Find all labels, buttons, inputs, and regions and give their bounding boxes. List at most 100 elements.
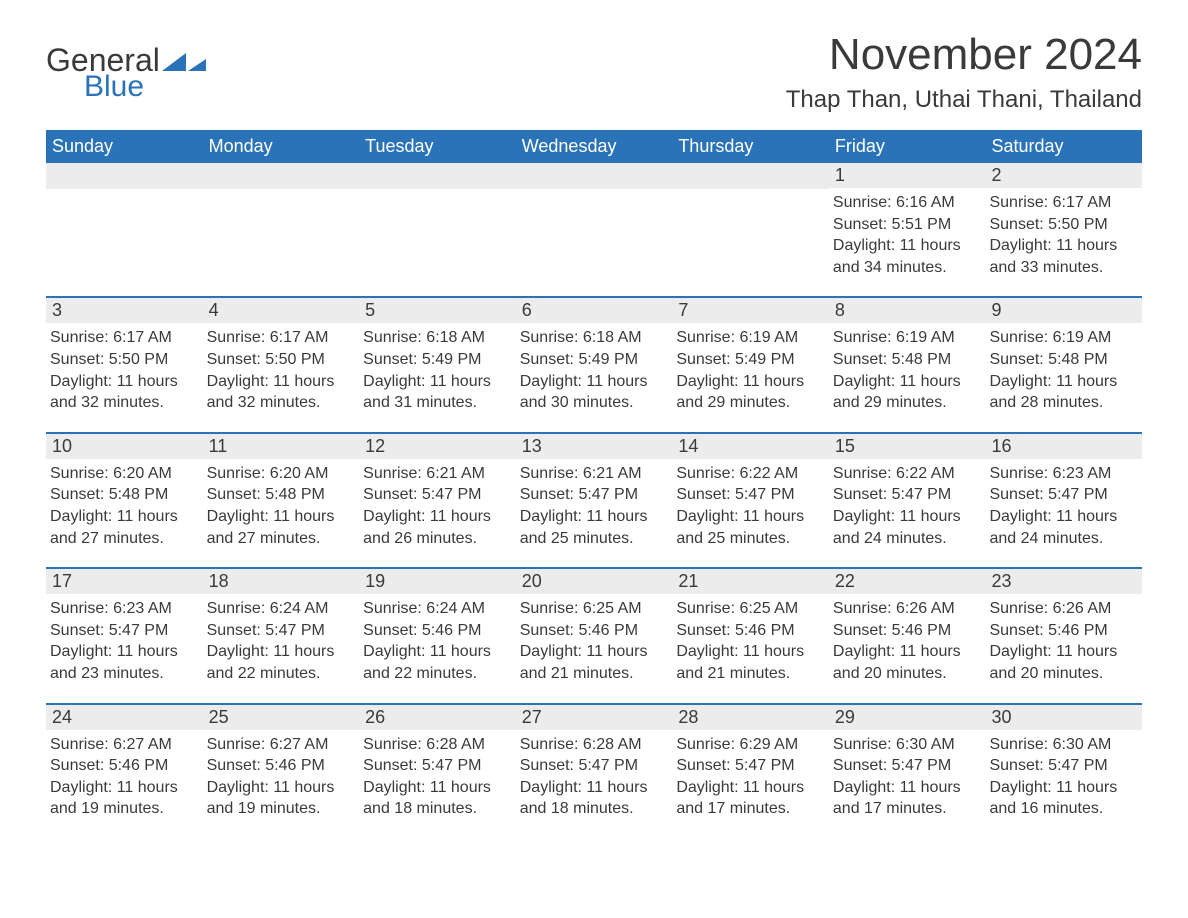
day-number: 13 <box>516 434 673 459</box>
sunset-line: Sunset: 5:46 PM <box>989 620 1138 642</box>
header: General Blue November 2024 Thap Than, Ut… <box>46 30 1142 126</box>
week-row: 17Sunrise: 6:23 AMSunset: 5:47 PMDayligh… <box>46 567 1142 688</box>
day-details: Sunrise: 6:24 AMSunset: 5:47 PMDaylight:… <box>203 594 360 688</box>
sunset-line: Sunset: 5:47 PM <box>363 484 512 506</box>
day-details: Sunrise: 6:23 AMSunset: 5:47 PMDaylight:… <box>46 594 203 688</box>
daylight-line: Daylight: 11 hours and 17 minutes. <box>676 777 825 820</box>
daylight-line: Daylight: 11 hours and 20 minutes. <box>833 641 982 684</box>
day-cell: 4Sunrise: 6:17 AMSunset: 5:50 PMDaylight… <box>203 298 360 417</box>
sunrise-line: Sunrise: 6:27 AM <box>207 734 356 756</box>
day-number: 8 <box>829 298 986 323</box>
daylight-line: Daylight: 11 hours and 18 minutes. <box>520 777 669 820</box>
day-details: Sunrise: 6:19 AMSunset: 5:49 PMDaylight:… <box>672 323 829 417</box>
day-details: Sunrise: 6:20 AMSunset: 5:48 PMDaylight:… <box>46 459 203 553</box>
day-number <box>359 163 516 189</box>
daylight-line: Daylight: 11 hours and 19 minutes. <box>207 777 356 820</box>
day-number: 28 <box>672 705 829 730</box>
sunrise-line: Sunrise: 6:27 AM <box>50 734 199 756</box>
weekday-header-cell: Friday <box>829 130 986 163</box>
daylight-line: Daylight: 11 hours and 25 minutes. <box>520 506 669 549</box>
sunset-line: Sunset: 5:47 PM <box>833 755 982 777</box>
sunrise-line: Sunrise: 6:26 AM <box>989 598 1138 620</box>
sunrise-line: Sunrise: 6:18 AM <box>520 327 669 349</box>
daylight-line: Daylight: 11 hours and 33 minutes. <box>989 235 1138 278</box>
day-number: 4 <box>203 298 360 323</box>
daylight-line: Daylight: 11 hours and 27 minutes. <box>207 506 356 549</box>
daylight-line: Daylight: 11 hours and 24 minutes. <box>833 506 982 549</box>
sunrise-line: Sunrise: 6:18 AM <box>363 327 512 349</box>
day-cell: 14Sunrise: 6:22 AMSunset: 5:47 PMDayligh… <box>672 434 829 553</box>
sunset-line: Sunset: 5:47 PM <box>207 620 356 642</box>
day-cell: 19Sunrise: 6:24 AMSunset: 5:46 PMDayligh… <box>359 569 516 688</box>
sunrise-line: Sunrise: 6:25 AM <box>676 598 825 620</box>
day-cell: 25Sunrise: 6:27 AMSunset: 5:46 PMDayligh… <box>203 705 360 824</box>
calendar: SundayMondayTuesdayWednesdayThursdayFrid… <box>46 130 1142 824</box>
day-details: Sunrise: 6:25 AMSunset: 5:46 PMDaylight:… <box>516 594 673 688</box>
day-cell: 30Sunrise: 6:30 AMSunset: 5:47 PMDayligh… <box>985 705 1142 824</box>
sunset-line: Sunset: 5:49 PM <box>520 349 669 371</box>
day-number: 27 <box>516 705 673 730</box>
day-details: Sunrise: 6:30 AMSunset: 5:47 PMDaylight:… <box>829 730 986 824</box>
sunrise-line: Sunrise: 6:24 AM <box>363 598 512 620</box>
day-number: 26 <box>359 705 516 730</box>
day-cell: 23Sunrise: 6:26 AMSunset: 5:46 PMDayligh… <box>985 569 1142 688</box>
day-details: Sunrise: 6:27 AMSunset: 5:46 PMDaylight:… <box>46 730 203 824</box>
day-number: 30 <box>985 705 1142 730</box>
weekday-header-cell: Saturday <box>985 130 1142 163</box>
day-cell: 1Sunrise: 6:16 AMSunset: 5:51 PMDaylight… <box>829 163 986 282</box>
sunrise-line: Sunrise: 6:21 AM <box>520 463 669 485</box>
day-cell: 28Sunrise: 6:29 AMSunset: 5:47 PMDayligh… <box>672 705 829 824</box>
day-cell: 7Sunrise: 6:19 AMSunset: 5:49 PMDaylight… <box>672 298 829 417</box>
sunrise-line: Sunrise: 6:19 AM <box>833 327 982 349</box>
week-row: 24Sunrise: 6:27 AMSunset: 5:46 PMDayligh… <box>46 703 1142 824</box>
day-cell: 11Sunrise: 6:20 AMSunset: 5:48 PMDayligh… <box>203 434 360 553</box>
week-row: 1Sunrise: 6:16 AMSunset: 5:51 PMDaylight… <box>46 163 1142 282</box>
weekday-header-cell: Monday <box>203 130 360 163</box>
day-details: Sunrise: 6:24 AMSunset: 5:46 PMDaylight:… <box>359 594 516 688</box>
daylight-line: Daylight: 11 hours and 22 minutes. <box>207 641 356 684</box>
weekday-header-cell: Tuesday <box>359 130 516 163</box>
day-number: 14 <box>672 434 829 459</box>
sunset-line: Sunset: 5:46 PM <box>50 755 199 777</box>
day-cell: 16Sunrise: 6:23 AMSunset: 5:47 PMDayligh… <box>985 434 1142 553</box>
sunset-line: Sunset: 5:48 PM <box>989 349 1138 371</box>
week-row: 10Sunrise: 6:20 AMSunset: 5:48 PMDayligh… <box>46 432 1142 553</box>
day-cell: 9Sunrise: 6:19 AMSunset: 5:48 PMDaylight… <box>985 298 1142 417</box>
sunrise-line: Sunrise: 6:17 AM <box>207 327 356 349</box>
sunrise-line: Sunrise: 6:22 AM <box>833 463 982 485</box>
day-cell: 15Sunrise: 6:22 AMSunset: 5:47 PMDayligh… <box>829 434 986 553</box>
day-cell: 8Sunrise: 6:19 AMSunset: 5:48 PMDaylight… <box>829 298 986 417</box>
daylight-line: Daylight: 11 hours and 27 minutes. <box>50 506 199 549</box>
sunset-line: Sunset: 5:50 PM <box>207 349 356 371</box>
day-details: Sunrise: 6:25 AMSunset: 5:46 PMDaylight:… <box>672 594 829 688</box>
day-details: Sunrise: 6:18 AMSunset: 5:49 PMDaylight:… <box>359 323 516 417</box>
day-details: Sunrise: 6:30 AMSunset: 5:47 PMDaylight:… <box>985 730 1142 824</box>
day-cell: 10Sunrise: 6:20 AMSunset: 5:48 PMDayligh… <box>46 434 203 553</box>
day-details: Sunrise: 6:28 AMSunset: 5:47 PMDaylight:… <box>359 730 516 824</box>
sunrise-line: Sunrise: 6:30 AM <box>833 734 982 756</box>
day-cell: 24Sunrise: 6:27 AMSunset: 5:46 PMDayligh… <box>46 705 203 824</box>
sunset-line: Sunset: 5:47 PM <box>50 620 199 642</box>
sunrise-line: Sunrise: 6:19 AM <box>676 327 825 349</box>
day-number: 21 <box>672 569 829 594</box>
sunset-line: Sunset: 5:49 PM <box>676 349 825 371</box>
day-number: 18 <box>203 569 360 594</box>
day-details: Sunrise: 6:21 AMSunset: 5:47 PMDaylight:… <box>516 459 673 553</box>
day-number <box>203 163 360 189</box>
day-cell: 27Sunrise: 6:28 AMSunset: 5:47 PMDayligh… <box>516 705 673 824</box>
daylight-line: Daylight: 11 hours and 26 minutes. <box>363 506 512 549</box>
weekday-header-cell: Wednesday <box>516 130 673 163</box>
day-number: 25 <box>203 705 360 730</box>
sunset-line: Sunset: 5:47 PM <box>363 755 512 777</box>
sunrise-line: Sunrise: 6:23 AM <box>989 463 1138 485</box>
day-number: 19 <box>359 569 516 594</box>
day-cell <box>516 163 673 282</box>
day-cell: 12Sunrise: 6:21 AMSunset: 5:47 PMDayligh… <box>359 434 516 553</box>
weekday-header-cell: Sunday <box>46 130 203 163</box>
location-subtitle: Thap Than, Uthai Thani, Thailand <box>786 86 1142 114</box>
daylight-line: Daylight: 11 hours and 29 minutes. <box>833 371 982 414</box>
daylight-line: Daylight: 11 hours and 32 minutes. <box>50 371 199 414</box>
sunset-line: Sunset: 5:48 PM <box>50 484 199 506</box>
daylight-line: Daylight: 11 hours and 16 minutes. <box>989 777 1138 820</box>
day-cell <box>203 163 360 282</box>
